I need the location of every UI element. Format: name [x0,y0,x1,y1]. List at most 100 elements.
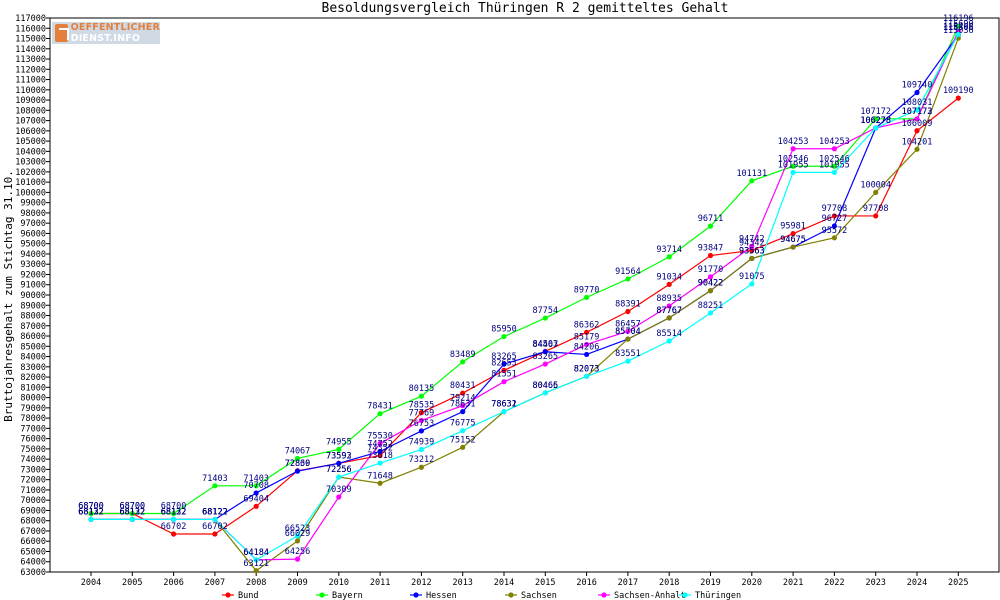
data-label: 68122 [202,507,228,517]
data-label: 106278 [860,116,891,126]
data-label: 88251 [698,301,724,311]
data-point [253,557,259,563]
data-label: 78631 [491,400,517,410]
legend-label: Bayern [332,591,363,600]
y-tick-label: 90000 [20,291,46,301]
x-axis: 2004 2005 2006 2007 2008 2009 2010 2011 2012 2013… [81,572,969,588]
data-point [212,516,218,523]
data-label: 64184 [243,548,269,558]
data-label: 115690 [943,19,974,29]
data-point [294,455,301,462]
legend-marker [225,592,231,598]
data-label: 106278 [860,116,891,126]
x-tick-label: 2016 [576,578,596,588]
data-label: 68122 [202,507,228,517]
logo-line-1: OEFFENTLICHER [70,22,160,33]
data-point [873,125,879,131]
data-label: 68122 [78,507,104,517]
data-label: 85704 [615,327,641,337]
data-label: 83489 [450,350,476,360]
data-label: 95572 [822,226,848,236]
data-point [377,452,383,459]
data-point [377,480,383,486]
data-point [790,146,796,152]
x-tick-label: 2007 [205,578,225,588]
data-point [294,533,301,539]
logo-icon [55,24,69,42]
legend: Bund Bayern Hessen Sachsen Sachsen-Anhalt Thü… [222,591,741,600]
y-tick-label: 83000 [20,363,46,373]
data-point [831,213,838,219]
data-label: 72256 [326,465,352,475]
data-label: 96727 [822,214,848,224]
data-label: 68700 [78,502,104,512]
data-label: 74752 [367,439,393,449]
data-label: 101955 [778,160,809,170]
data-point [542,361,548,367]
data-label: 87754 [533,306,559,316]
legend-marker [319,592,325,598]
y-tick-label: 81000 [20,383,46,393]
y-tick-label: 105000 [15,137,46,147]
data-point [377,448,383,455]
y-tick-label: 84000 [20,353,46,363]
y-tick-label: 110000 [15,86,46,96]
data-label: 107172 [902,107,933,117]
data-point [707,288,714,294]
y-tick-label: 70000 [20,496,46,506]
data-point [955,23,961,29]
y-tick-label: 67000 [20,527,46,537]
data-label: 66523 [285,524,311,534]
y-tick-label: 77000 [20,424,46,434]
y-tick-label: 86000 [20,332,46,342]
data-point [542,349,548,355]
data-label: 84503 [533,339,559,349]
data-label: 69404 [243,494,269,504]
x-tick-label: 2021 [783,578,803,588]
data-point [418,393,424,399]
data-point [749,178,755,184]
data-point [584,373,590,379]
legend-label: Hessen [426,591,457,600]
data-label: 115366 [943,23,974,33]
data-label: 63121 [243,559,269,569]
x-tick-label: 2005 [122,578,142,588]
data-label: 93563 [739,246,765,256]
data-point [666,281,672,287]
data-point [625,336,631,342]
y-tick-label: 104000 [15,147,46,157]
data-label: 68132 [78,507,104,517]
y-tick-label: 79000 [20,404,46,414]
data-label: 85704 [615,327,641,337]
data-label: 66029 [285,529,311,539]
x-tick-label: 2013 [452,578,472,588]
y-tick-label: 96000 [20,229,46,239]
x-tick-label: 2024 [907,578,927,588]
x-tick-label: 2025 [948,578,968,588]
series-line-0 [91,97,959,535]
data-label: 68122 [161,507,187,517]
y-tick-label: 98000 [20,209,46,219]
y-tick-label: 64000 [20,558,46,568]
data-label: 88391 [615,300,641,310]
data-label: 74067 [285,446,311,456]
y-tick-label: 74000 [20,455,46,465]
data-label: 72830 [285,459,311,469]
data-label: 80466 [533,381,559,391]
data-label: 102546 [778,154,809,164]
data-label: 71648 [367,471,393,481]
data-label: 115408 [943,22,974,32]
data-label: 86457 [615,319,641,329]
data-point [914,116,920,122]
data-point [707,274,714,280]
y-tick-label: 89000 [20,301,46,311]
data-label: 109190 [943,86,974,96]
data-point [707,310,714,316]
data-point [460,390,466,396]
data-label: 68132 [120,507,146,517]
y-tick-label: 102000 [15,168,46,178]
data-point [171,531,177,537]
data-label: 68122 [120,507,146,517]
data-label: 86362 [574,320,600,330]
